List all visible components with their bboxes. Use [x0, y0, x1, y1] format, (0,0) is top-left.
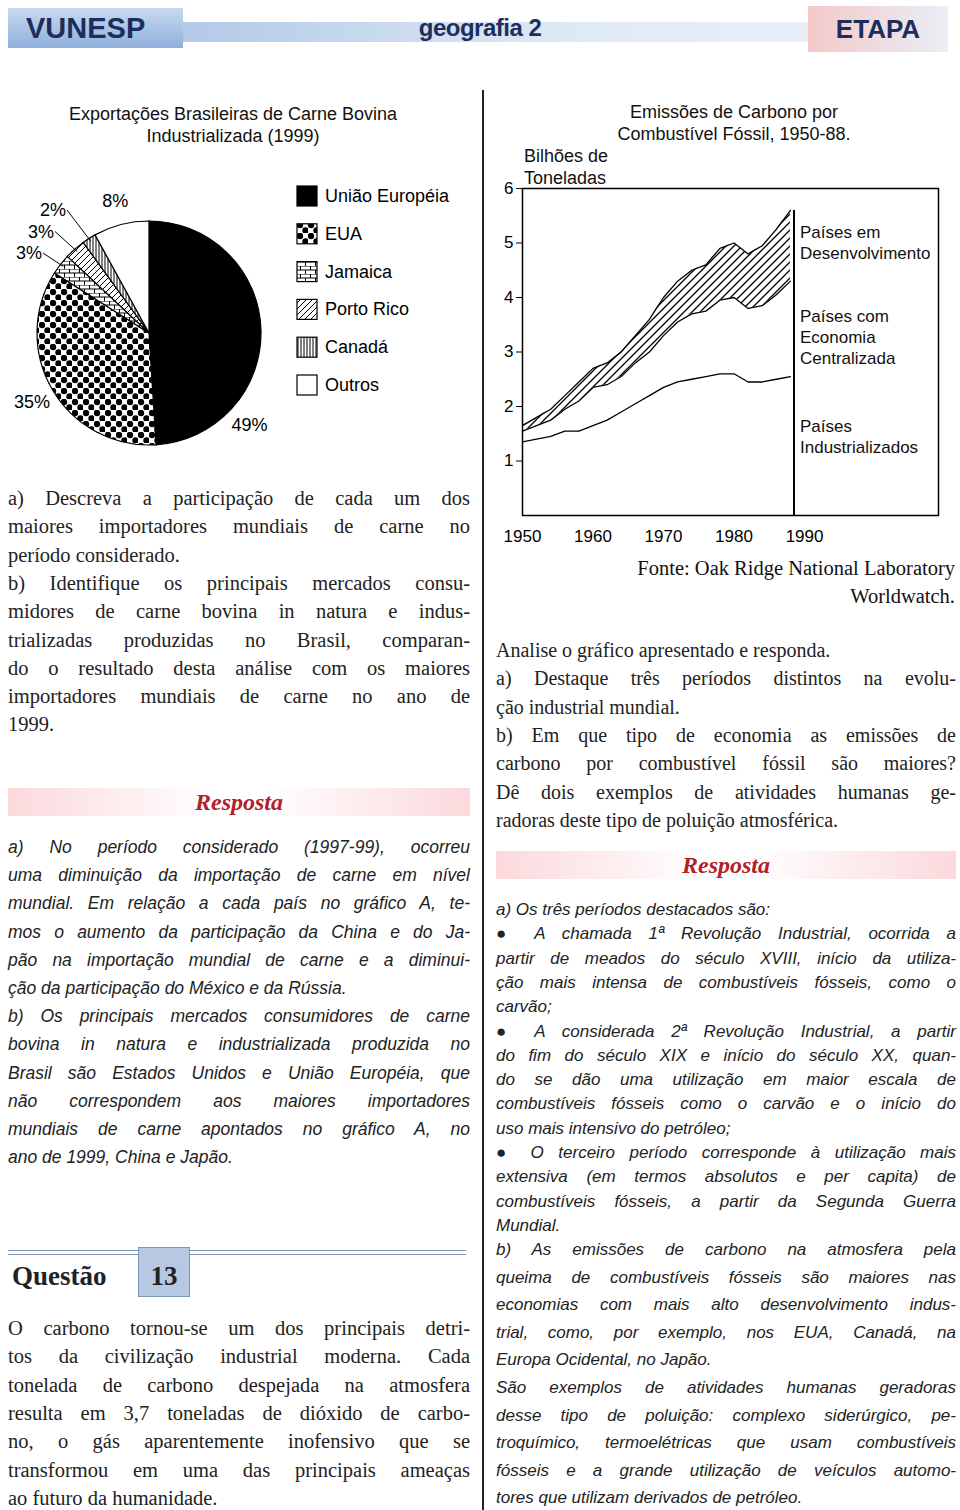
svg-text:Outros: Outros [325, 375, 379, 395]
html-text:ao futuro da humanidade.: ao futuro da humanidade. [8, 1486, 218, 1509]
html-text:b) Identifique os principais m: b) Identifique os principais mercados co… [8, 571, 470, 594]
svg-text:3%: 3% [28, 222, 54, 242]
svg-text:2: 2 [504, 397, 513, 416]
svg-text:1990: 1990 [786, 527, 824, 546]
html-text:partir de meados do século XVI: partir de meados do século XVIII, início… [496, 948, 956, 968]
html-text:ção mais intensa de combustíve: ção mais intensa de combustíveis fósseis… [496, 972, 956, 992]
html-text:Mundial.: Mundial. [496, 1215, 561, 1235]
svg-text:EUA: EUA [325, 224, 362, 244]
html-text:ção industrial mundial.: ção industrial mundial. [496, 695, 680, 718]
html-text:bovina in natura e industriali: bovina in natura e industrializada produ… [8, 1034, 470, 1055]
html-text:combustíveis fósseis como o ca: combustíveis fósseis como o carvão e o i… [496, 1094, 956, 1114]
svg-text:6: 6 [504, 179, 513, 198]
html-text:maiores importadores mundiais: maiores importadores mundiais de carne n… [8, 515, 470, 538]
svg-text:Porto Rico: Porto Rico [325, 299, 409, 319]
html-text:troquímico, termoelétricas que: troquímico, termoelétricas que usam comb… [496, 1433, 956, 1453]
html-text:midores de carne bovina in nat: midores de carne bovina in natura e indu… [8, 600, 470, 623]
html-text:uso mais intensivo do petróleo: uso mais intensivo do petróleo; [496, 1118, 731, 1138]
svg-text:1980: 1980 [715, 527, 753, 546]
html-text:b) Os principais mercados cons: b) Os principais mercados consumidores d… [8, 1006, 470, 1027]
html-text:resulta em 3,7 toneladas de di: resulta em 3,7 toneladas de dióxido de c… [8, 1401, 470, 1424]
html-text:tores que utilizam derivados d: tores que utilizam derivados de petróleo… [496, 1488, 803, 1508]
html-text:fósseis e a grande utilização: fósseis e a grande utilização de veículo… [496, 1460, 956, 1480]
html-text:mundiais de carne apontados no: mundiais de carne apontados no gráfico A… [8, 1119, 470, 1139]
html-text:Resposta: Resposta [195, 789, 283, 815]
html-text:a) No período considerado (199: a) No período considerado (1997-99), oco… [8, 837, 470, 857]
html-text:Fonte: Oak Ridge National Labo: Fonte: Oak Ridge National Laboratory [637, 557, 955, 579]
html-text:b) As emissões de carbono na a: b) As emissões de carbono na atmosfera p… [496, 1240, 956, 1259]
html-text:período considerado.: período considerado. [8, 543, 180, 566]
html-text:Emissões de Carbono por Combus: Emissões de Carbono por Combustível Fóss… [617, 102, 851, 144]
svg-text:1960: 1960 [574, 527, 612, 546]
html-text:uma diminuição da importação d: uma diminuição da importação de carne em… [8, 865, 470, 886]
html-text:mundial. Em relação a cada paí: mundial. Em relação a cada país no gráfi… [8, 893, 470, 914]
html-text:● O terceiro período correspon: ● O terceiro período corresponde à utili… [496, 1143, 956, 1162]
svg-text:49%: 49% [232, 415, 268, 435]
html-text:ção da participação do México: ção da participação do México e da Rússi… [8, 978, 347, 998]
html-text:não correspondem aos maiores i: não correspondem aos maiores importadore… [8, 1090, 470, 1111]
svg-text:4: 4 [504, 288, 513, 307]
svg-text:5: 5 [504, 233, 513, 252]
html-text:do fim do século XIX e início: do fim do século XIX e início do século … [496, 1045, 956, 1065]
html-text:Países com Economia Centraliza: Países com Economia Centralizada [800, 307, 896, 368]
svg-text:1: 1 [504, 451, 513, 470]
svg-text:Jamaica: Jamaica [325, 262, 393, 282]
html-text:carvão;: carvão; [496, 997, 552, 1017]
html-text:Exportações Brasileiras de Car: Exportações Brasileiras de Carne Bovina … [68, 104, 398, 146]
html-text:economias com mais alto desenv: economias com mais alto desenvolvimento … [496, 1295, 956, 1315]
html-text:queima de combustíveis fósseis: queima de combustíveis fósseis são maior… [496, 1267, 956, 1287]
html-text:trial, como, por exemplo, nos: trial, como, por exemplo, nos EUA, Canad… [496, 1322, 956, 1342]
html-text:São exemplos de atividades hum: São exemplos de atividades humanas gerad… [496, 1378, 956, 1397]
svg-text:3%: 3% [16, 243, 42, 263]
html-text:do o resultado desta análise c: do o resultado desta análise com os maio… [8, 656, 470, 679]
html-text:ano de 1999, China e Japão.: ano de 1999, China e Japão. [8, 1147, 233, 1168]
html-text:Bilhões de Toneladas: Bilhões de Toneladas [524, 146, 609, 188]
html-text:a) Os três períodos destacados: a) Os três períodos destacados são: [496, 900, 770, 919]
svg-text:8%: 8% [102, 191, 128, 211]
html-text:Países Industrializados: Países Industrializados [800, 417, 919, 457]
html-text:extensiva (em termos absolutos: extensiva (em termos absolutos e per cap… [496, 1167, 956, 1187]
html-text:1999.: 1999. [8, 713, 55, 736]
html-text:ETAPA: ETAPA [835, 14, 921, 44]
html-text:mos o aumento da participação: mos o aumento da participação da China e… [8, 921, 470, 942]
html-text:13: 13 [150, 1261, 178, 1291]
svg-text:3: 3 [504, 342, 513, 361]
html-text:tos da civilização industrial: tos da civilização industrial moderna. C… [8, 1345, 470, 1368]
svg-text:1950: 1950 [504, 527, 542, 546]
svg-text:União Européia: União Européia [325, 186, 450, 206]
svg-text:1970: 1970 [645, 527, 683, 546]
html-text:b) Em que tipo de economia as: b) Em que tipo de economia as emissões d… [496, 723, 956, 746]
html-text:a) Destaque três períodos dist: a) Destaque três períodos distintos na e… [496, 667, 956, 690]
html-text:Questão: Questão [12, 1261, 107, 1291]
html-text:Brasil são Estados Unidos e Un: Brasil são Estados Unidos e União Europé… [8, 1062, 470, 1083]
html-text:● A chamada 1ª Revolução Indus: ● A chamada 1ª Revolução Industrial, oco… [496, 924, 956, 944]
html-text:tonelada de carbono despejada: tonelada de carbono despejada na atmosfe… [8, 1373, 470, 1396]
svg-text:2%: 2% [40, 200, 66, 220]
html-text:Resposta: Resposta [682, 852, 770, 878]
html-text:do se dão uma utilização em ma: do se dão uma utilização em maior escala… [496, 1070, 956, 1090]
html-text:● A considerada 2ª Revolução I: ● A considerada 2ª Revolução Industrial,… [496, 1021, 956, 1041]
html-text:O carbono tornou-se um dos pri: O carbono tornou-se um dos principais de… [8, 1317, 470, 1339]
html-text:Analise o gráfico apresentado: Analise o gráfico apresentado e responda… [496, 639, 831, 661]
html-text:radoras deste tipo de poluição: radoras deste tipo de poluição atmosféri… [496, 808, 839, 831]
html-text:a) Descreva a participação de: a) Descreva a participação de cada um do… [8, 487, 470, 509]
html-text:Dê dois exemplos de atividades: Dê dois exemplos de atividades humanas g… [496, 780, 956, 803]
html-text:no, o gás aparentemente inofen: no, o gás aparentemente inofensivo que s… [8, 1430, 470, 1453]
html-text:Worldwatch.: Worldwatch. [850, 585, 955, 607]
html-text:Europa Ocidental, no Japão.: Europa Ocidental, no Japão. [496, 1350, 712, 1370]
html-text:desse tipo de poluição: comple: desse tipo de poluição: complexo siderúr… [496, 1405, 956, 1425]
html-text:carbono por combustível fóssil: carbono por combustível fóssil são maior… [496, 752, 956, 775]
html-text:VUNESP: VUNESP [26, 12, 146, 44]
html-text:combustíveis fósseis, a partir: combustíveis fósseis, a partir da Segund… [496, 1191, 956, 1211]
svg-text:35%: 35% [14, 392, 50, 412]
html-text:transformou em uma das princip: transformou em uma das principais ameaça… [8, 1458, 470, 1481]
html-text:pão na importação mundial de c: pão na importação mundial de carne e a d… [8, 949, 470, 970]
html-text:Países em Desenvolvimento: Países em Desenvolvimento [800, 223, 931, 263]
html-text:trializadas produzidas no Bras: trializadas produzidas no Brasil, compar… [8, 628, 470, 651]
svg-text:Canadá: Canadá [325, 337, 389, 357]
html-text:importadores mundiais de carne: importadores mundiais de carne no ano de [8, 685, 470, 708]
html-text:geografia 2: geografia 2 [418, 14, 542, 41]
